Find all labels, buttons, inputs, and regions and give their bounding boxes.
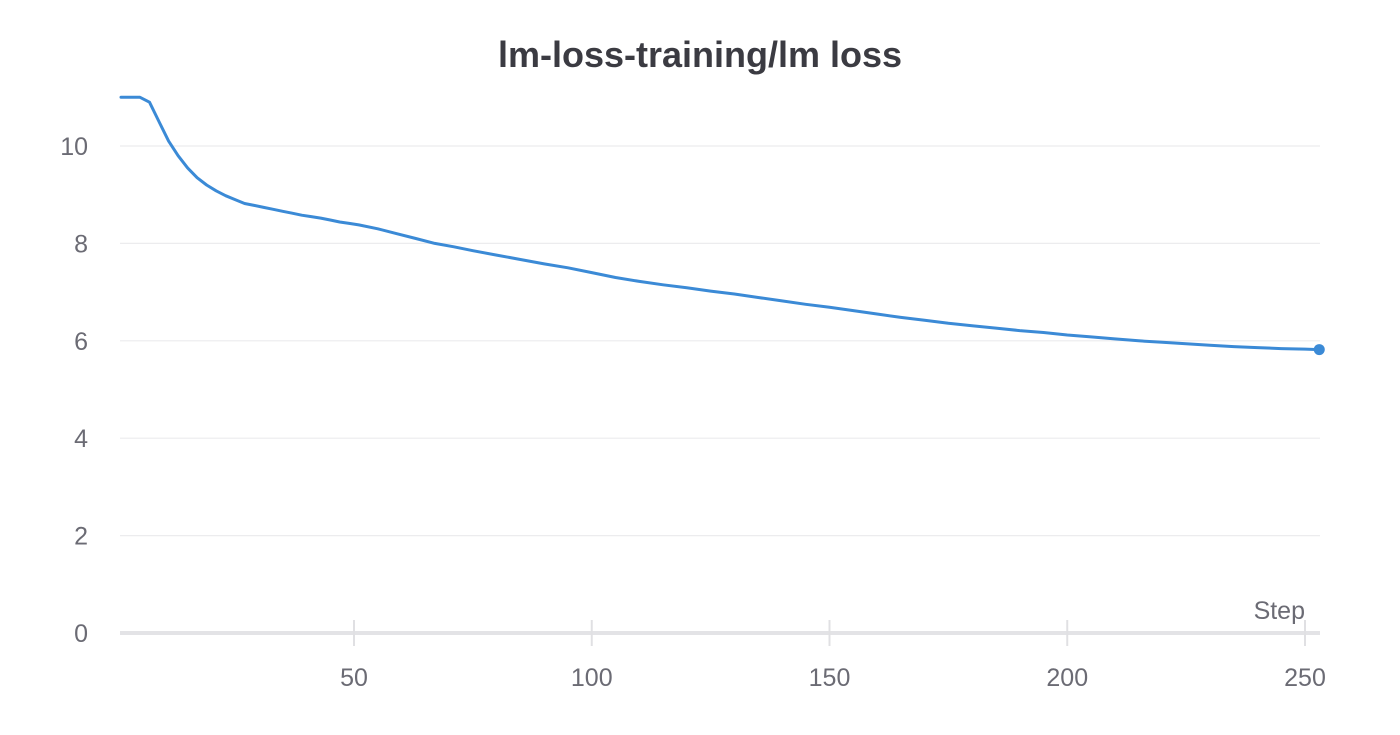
x-tick-label-250: 250 — [1284, 664, 1326, 692]
y-tick-label-10: 10 — [60, 133, 88, 161]
x-tick-label-100: 100 — [571, 664, 613, 692]
x-axis-label: Step — [1254, 597, 1305, 625]
y-tick-label-8: 8 — [74, 230, 88, 258]
x-tick-label-200: 200 — [1046, 664, 1088, 692]
chart-title: lm-loss-training/lm loss — [497, 34, 903, 75]
y-tick-label-2: 2 — [74, 523, 88, 551]
y-tick-label-6: 6 — [74, 328, 88, 356]
x-tick-label-150: 150 — [809, 664, 851, 692]
series-line-0 — [119, 95, 1321, 352]
y-axis: 0 2 4 6 8 10 — [60, 133, 88, 648]
y-tick-label-0: 0 — [74, 620, 88, 648]
y-tick-label-4: 4 — [74, 425, 88, 453]
x-axis: 50 100 150 200 250 — [120, 620, 1326, 692]
series-layer — [119, 95, 1325, 356]
series-endpoint-marker[interactable] — [1313, 344, 1325, 356]
x-tick-label-50: 50 — [340, 664, 368, 692]
